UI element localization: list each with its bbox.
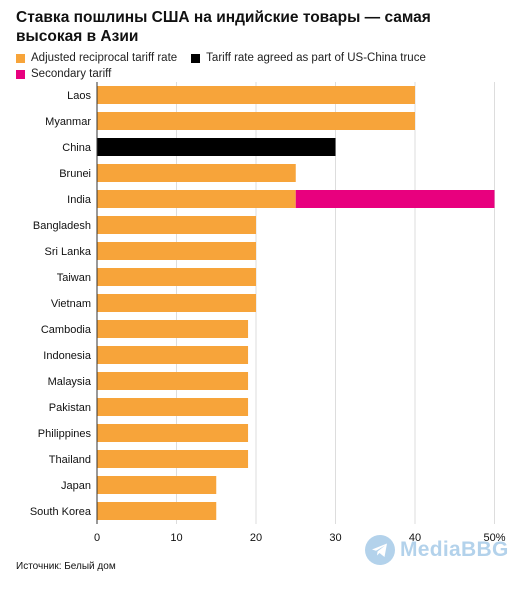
watermark: MediaBBG xyxy=(365,535,509,565)
y-tick-label: Brunei xyxy=(59,168,91,180)
bar-0 xyxy=(97,112,415,130)
legend-item-secondary: Secondary tariff xyxy=(16,68,111,80)
bar-0 xyxy=(97,190,296,208)
x-tick-label: 40 xyxy=(409,532,421,544)
y-tick-label: Bangladesh xyxy=(33,220,91,232)
bar-0 xyxy=(97,294,256,312)
x-tick-label: 0 xyxy=(94,532,100,544)
bar-0 xyxy=(97,346,249,364)
legend-label-adjusted: Adjusted reciprocal tariff rate xyxy=(31,52,178,64)
y-tick-label: South Korea xyxy=(30,506,92,518)
y-tick-label: India xyxy=(67,194,92,206)
legend-swatch-adjusted xyxy=(16,53,25,63)
legend: Adjusted reciprocal tariff rate Tariff r… xyxy=(16,50,440,82)
y-tick-label: Pakistan xyxy=(49,402,91,414)
x-tick-label: 50% xyxy=(483,532,505,544)
y-tick-label: Indonesia xyxy=(43,350,92,362)
y-tick-label: Malaysia xyxy=(48,376,92,388)
x-tick-label: 20 xyxy=(250,532,262,544)
legend-item-china-truce: Tariff rate agreed as part of US-China t… xyxy=(191,52,426,64)
legend-swatch-china-truce xyxy=(191,53,201,63)
bar-0 xyxy=(97,398,249,416)
legend-label-china-truce: Tariff rate agreed as part of US-China t… xyxy=(206,52,426,64)
bar-0 xyxy=(97,476,217,494)
bar-0 xyxy=(97,268,256,286)
source-note: Источник: Белый дом xyxy=(16,561,116,572)
y-tick-label: Laos xyxy=(67,90,91,102)
chart-title: Ставка пошлины США на индийские товары —… xyxy=(16,9,431,45)
y-tick-label: Thailand xyxy=(49,454,91,466)
y-tick-label: China xyxy=(62,142,92,154)
legend-label-secondary: Secondary tariff xyxy=(31,68,112,80)
x-tick-label: 30 xyxy=(329,532,341,544)
y-tick-label: Philippines xyxy=(38,428,92,440)
bar-0 xyxy=(97,164,296,182)
y-tick-label: Cambodia xyxy=(41,324,92,336)
legend-swatch-secondary xyxy=(16,69,25,79)
bar-0 xyxy=(97,372,249,390)
bar-0 xyxy=(97,424,249,442)
y-tick-label: Myanmar xyxy=(45,116,91,128)
bar-2 xyxy=(295,190,495,208)
bar-0 xyxy=(97,320,249,338)
bar-0 xyxy=(97,450,249,468)
y-tick-label: Sri Lanka xyxy=(45,246,92,258)
y-tick-label: Taiwan xyxy=(57,272,91,284)
x-tick-label: 10 xyxy=(170,532,182,544)
bar-0 xyxy=(97,502,217,520)
bar-0 xyxy=(97,216,256,234)
bar-0 xyxy=(97,86,415,104)
legend-item-adjusted: Adjusted reciprocal tariff rate xyxy=(16,52,177,64)
bar-1 xyxy=(97,138,336,156)
bar-0 xyxy=(97,242,256,260)
y-tick-label: Vietnam xyxy=(51,298,91,310)
telegram-icon xyxy=(365,535,395,565)
watermark-text: MediaBBG xyxy=(400,538,509,561)
y-tick-label: Japan xyxy=(61,480,91,492)
